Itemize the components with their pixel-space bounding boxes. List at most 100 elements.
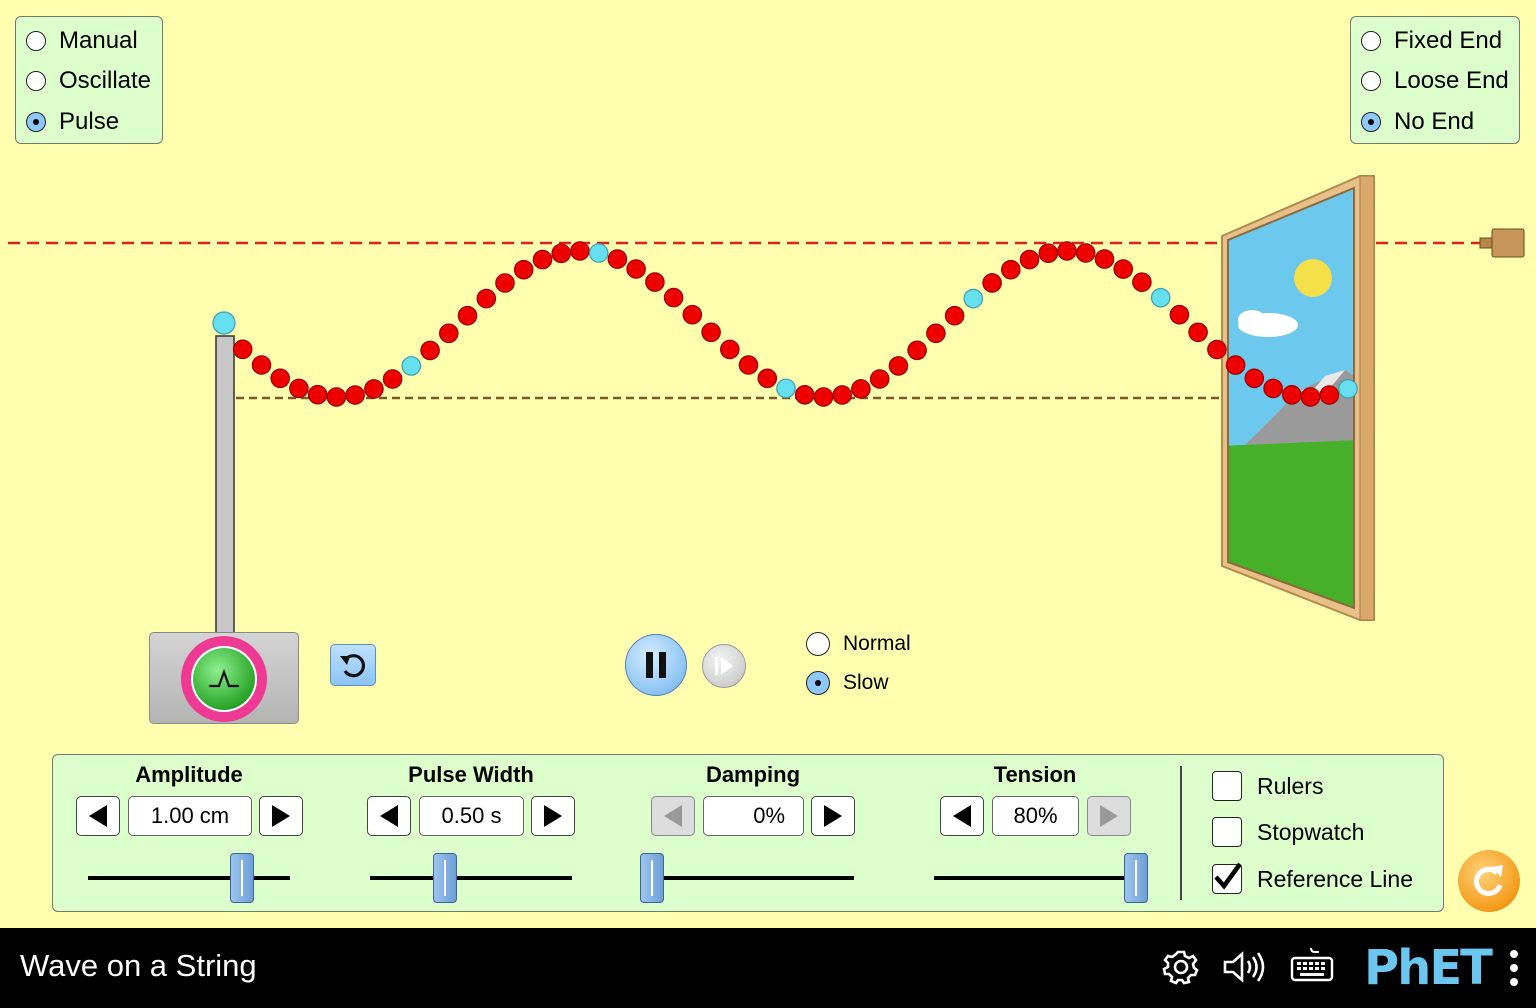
- tension-decrease-button[interactable]: [940, 796, 984, 836]
- speaker-icon[interactable]: [1222, 948, 1268, 986]
- mode-radio-pulse[interactable]: Pulse: [26, 106, 119, 138]
- pulse-width-slider-track[interactable]: [370, 876, 572, 880]
- reset-all-button[interactable]: [1458, 850, 1520, 912]
- right-arrow-icon: [1100, 805, 1118, 827]
- mode-radio-pulse-button[interactable]: [26, 112, 46, 132]
- end-radio-none-label: No End: [1394, 108, 1475, 135]
- reference-line-checkbox[interactable]: [1212, 862, 1242, 894]
- string-bead: [532, 249, 553, 270]
- stopwatch-label: Stopwatch: [1257, 818, 1365, 845]
- string-bead: [626, 259, 646, 279]
- mode-radio-manual[interactable]: Manual: [26, 25, 138, 57]
- string-bead: [1113, 259, 1133, 279]
- amplitude-decrease-button[interactable]: [76, 796, 120, 836]
- amplitude-slider-thumb[interactable]: [229, 853, 254, 903]
- stopwatch-checkbox[interactable]: [1212, 817, 1242, 847]
- step-forward-button[interactable]: [702, 644, 746, 688]
- rulers-checkbox[interactable]: [1212, 771, 1242, 801]
- phet-logo[interactable]: PhET: [1364, 940, 1493, 996]
- string-bead: [457, 305, 478, 326]
- string-bead: [832, 385, 852, 405]
- pulse-width-slider-thumb[interactable]: [432, 853, 457, 903]
- string-bead: [719, 339, 740, 360]
- restart-string-button[interactable]: [330, 644, 376, 686]
- string-bead: [869, 369, 890, 389]
- pulse-width-decrease-button[interactable]: [367, 796, 411, 836]
- end-clamp: [1479, 228, 1525, 258]
- string-bead: [757, 368, 778, 389]
- speed-radio-normal-button[interactable]: [806, 632, 830, 656]
- amplitude-slider-track[interactable]: [88, 876, 290, 880]
- end-radio-none-button[interactable]: [1361, 112, 1381, 132]
- amplitude-increase-button[interactable]: [259, 796, 303, 836]
- window-frame: [1221, 175, 1375, 621]
- tension-slider-thumb[interactable]: [1124, 853, 1148, 903]
- string-bead-marker: [1150, 287, 1171, 308]
- damping-slider-track[interactable]: [652, 876, 854, 880]
- end-radio-loose-button[interactable]: [1361, 71, 1381, 91]
- keyboard-icon[interactable]: [1289, 946, 1335, 986]
- string-bead: [907, 340, 927, 361]
- string-bead: [1188, 322, 1208, 343]
- end-radio-fixed[interactable]: Fixed End: [1361, 25, 1502, 57]
- string-bead-marker: [1338, 378, 1358, 399]
- string-bead-marker: [776, 378, 796, 399]
- string-bead-marker: [401, 356, 422, 376]
- right-arrow-icon: [544, 805, 562, 827]
- right-arrow-icon: [272, 805, 290, 827]
- speed-radio-slow-button[interactable]: [806, 671, 830, 695]
- reference-line-checkbox-row[interactable]: Reference Line: [1212, 862, 1413, 894]
- end-panel: Fixed End Loose End No End: [1350, 16, 1520, 144]
- speed-radio-normal[interactable]: Normal: [806, 632, 911, 656]
- rulers-checkbox-row[interactable]: Rulers: [1212, 771, 1323, 801]
- kebab-menu-icon[interactable]: [1506, 948, 1522, 990]
- string-bead-marker: [963, 288, 984, 309]
- control-divider: [1180, 766, 1182, 900]
- pulse-button[interactable]: [181, 636, 267, 722]
- damping-decrease-button[interactable]: [651, 796, 695, 836]
- pause-button[interactable]: [625, 634, 687, 696]
- reference-line-label: Reference Line: [1257, 865, 1413, 892]
- string-bead: [270, 368, 290, 389]
- mode-radio-manual-button[interactable]: [26, 31, 46, 51]
- amplitude-title: Amplitude: [135, 762, 243, 787]
- string-bead: [1244, 368, 1265, 389]
- damping-title: Damping: [705, 762, 801, 787]
- left-arrow-icon: [953, 805, 971, 827]
- string-bead: [570, 241, 590, 261]
- speed-radio-slow[interactable]: Slow: [806, 671, 889, 695]
- pulse-button-core: [193, 648, 255, 710]
- string-bead: [345, 385, 365, 405]
- string-bead: [607, 249, 628, 269]
- stopwatch-checkbox-row[interactable]: Stopwatch: [1212, 817, 1364, 847]
- end-radio-fixed-button[interactable]: [1361, 31, 1381, 51]
- string-bead: [1319, 385, 1340, 405]
- string-beads[interactable]: [212, 241, 1358, 407]
- checkmark-icon: [1214, 862, 1242, 890]
- end-radio-none[interactable]: No End: [1361, 106, 1474, 138]
- end-radio-loose-label: Loose End: [1394, 67, 1509, 94]
- mode-radio-pulse-label: Pulse: [59, 108, 120, 135]
- string-bead: [682, 304, 703, 325]
- damping-value: 0%: [703, 796, 804, 836]
- damping-slider-thumb[interactable]: [640, 853, 664, 903]
- pulse-width-value: 0.50 s: [419, 796, 524, 836]
- damping-increase-button[interactable]: [811, 796, 855, 836]
- string-bead: [1169, 304, 1190, 325]
- speed-radio-normal-label: Normal: [843, 632, 911, 655]
- string-bead: [1094, 249, 1115, 269]
- gear-icon[interactable]: [1162, 948, 1200, 986]
- string-bead: [645, 272, 665, 292]
- pulse-width-increase-button[interactable]: [531, 796, 575, 836]
- end-radio-loose[interactable]: Loose End: [1361, 65, 1509, 97]
- step-forward-icon: [715, 657, 733, 675]
- string-bead: [944, 305, 965, 326]
- string-bead-marker[interactable]: [212, 311, 236, 335]
- mode-radio-oscillate-button[interactable]: [26, 71, 46, 91]
- mode-radio-oscillate[interactable]: Oscillate: [26, 65, 151, 97]
- string-bead: [1263, 378, 1283, 399]
- sim-title[interactable]: Wave on a String: [20, 948, 257, 983]
- string-bead: [738, 355, 759, 375]
- tension-increase-button[interactable]: [1087, 796, 1131, 836]
- tension-slider-track[interactable]: [934, 876, 1136, 880]
